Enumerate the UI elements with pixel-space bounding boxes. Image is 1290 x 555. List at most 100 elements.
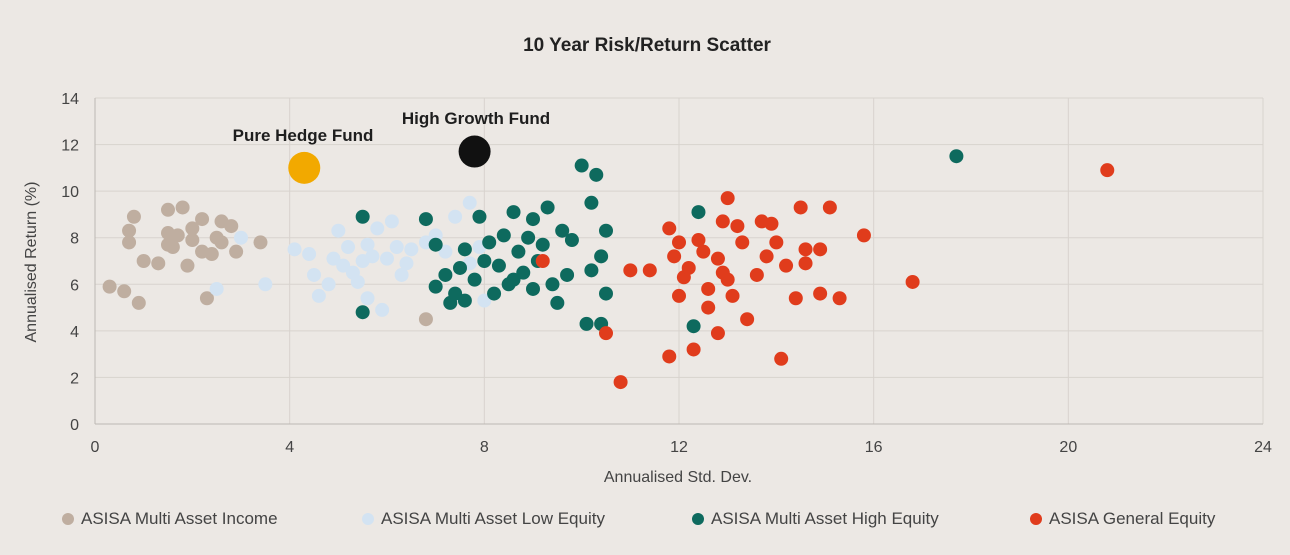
data-point (161, 202, 175, 217)
data-point (574, 158, 589, 173)
legend: ASISA Multi Asset Income ASISA Multi Ass… (58, 509, 1278, 535)
data-point (185, 233, 200, 248)
data-point (175, 200, 190, 215)
legend-marker-icon (362, 513, 374, 525)
data-point (506, 205, 521, 220)
data-point (720, 191, 735, 206)
data-point (535, 237, 550, 252)
data-point (686, 342, 701, 357)
data-point (360, 291, 375, 306)
y-tick-label: 14 (61, 91, 79, 108)
legend-item-multi-asset-high-equity: ASISA Multi Asset High Equity (692, 509, 939, 529)
data-point (467, 272, 482, 287)
y-axis-label: Annualised Return (%) (23, 182, 40, 343)
data-point (589, 167, 604, 182)
x-tick-label: 24 (1254, 439, 1272, 456)
y-tick-label: 8 (70, 231, 79, 248)
data-point (307, 267, 321, 282)
data-point (457, 293, 472, 308)
data-point (360, 237, 375, 252)
data-point (905, 274, 920, 289)
legend-label: ASISA Multi Asset Income (81, 509, 278, 528)
x-axis-label: Annualised Std. Dev. (604, 469, 752, 486)
data-point (418, 212, 433, 227)
data-point (302, 247, 317, 262)
y-tick-label: 2 (70, 370, 79, 387)
data-point (560, 267, 575, 282)
data-point (691, 205, 706, 220)
data-point (740, 312, 755, 327)
axes (94, 98, 1263, 425)
pure-hedge-fund-label: Pure Hedge Fund (233, 126, 374, 145)
data-point (540, 200, 555, 215)
data-point (122, 235, 137, 250)
data-point (355, 209, 370, 224)
data-point (691, 233, 706, 248)
data-point (754, 214, 769, 229)
data-point (681, 260, 696, 275)
data-point (516, 265, 531, 280)
data-point (788, 291, 803, 306)
data-point (769, 235, 784, 250)
y-tick-label: 12 (61, 138, 79, 155)
x-tick-labels: 0 4 8 12 16 20 24 (91, 439, 1272, 456)
data-point (526, 281, 540, 296)
data-point (428, 237, 443, 252)
data-point (204, 247, 219, 262)
data-point (584, 195, 599, 210)
data-point (326, 251, 341, 266)
data-point (472, 209, 487, 224)
data-point (550, 295, 565, 310)
legend-marker-icon (1030, 513, 1042, 525)
data-point (662, 221, 677, 236)
data-point (448, 286, 463, 301)
x-tick-label: 0 (91, 439, 100, 456)
data-point (234, 230, 248, 245)
data-point (672, 235, 686, 250)
data-point (389, 240, 404, 255)
data-point (496, 228, 511, 243)
legend-item-general-equity: ASISA General Equity (1030, 509, 1215, 529)
data-point (730, 219, 745, 234)
y-tick-label: 0 (70, 417, 79, 434)
data-point (667, 249, 682, 264)
data-point (623, 263, 638, 278)
data-point (798, 242, 813, 257)
data-point (331, 223, 346, 238)
data-point (102, 279, 117, 294)
legend-item-multi-asset-income: ASISA Multi Asset Income (62, 509, 278, 529)
data-point (394, 267, 409, 282)
data-point (209, 281, 224, 296)
data-point (487, 286, 502, 301)
data-point (822, 200, 837, 215)
data-point (832, 291, 847, 306)
data-point (584, 263, 599, 278)
grid-lines (95, 97, 1264, 424)
data-point (579, 316, 594, 331)
data-point (511, 244, 526, 259)
legend-label: ASISA General Equity (1049, 509, 1216, 528)
data-point (448, 209, 463, 224)
data-point (462, 195, 477, 210)
y-tick-label: 4 (70, 324, 79, 341)
legend-marker-icon (62, 513, 74, 525)
data-point (170, 228, 185, 243)
data-point (126, 209, 141, 224)
legend-marker-icon (692, 513, 704, 525)
data-point (856, 228, 871, 243)
data-point (136, 254, 151, 268)
data-point (662, 349, 677, 364)
data-point (131, 295, 146, 310)
data-point (404, 242, 419, 257)
data-point (720, 272, 735, 287)
data-point (686, 319, 701, 334)
data-point (710, 326, 725, 341)
data-point (779, 258, 794, 273)
chart-title: 10 Year Risk/Return Scatter (523, 35, 771, 56)
data-point (345, 265, 360, 280)
data-point (438, 244, 453, 259)
y-tick-label: 10 (61, 184, 79, 201)
data-point (321, 277, 336, 292)
data-point (477, 293, 492, 308)
data-point (599, 326, 613, 341)
